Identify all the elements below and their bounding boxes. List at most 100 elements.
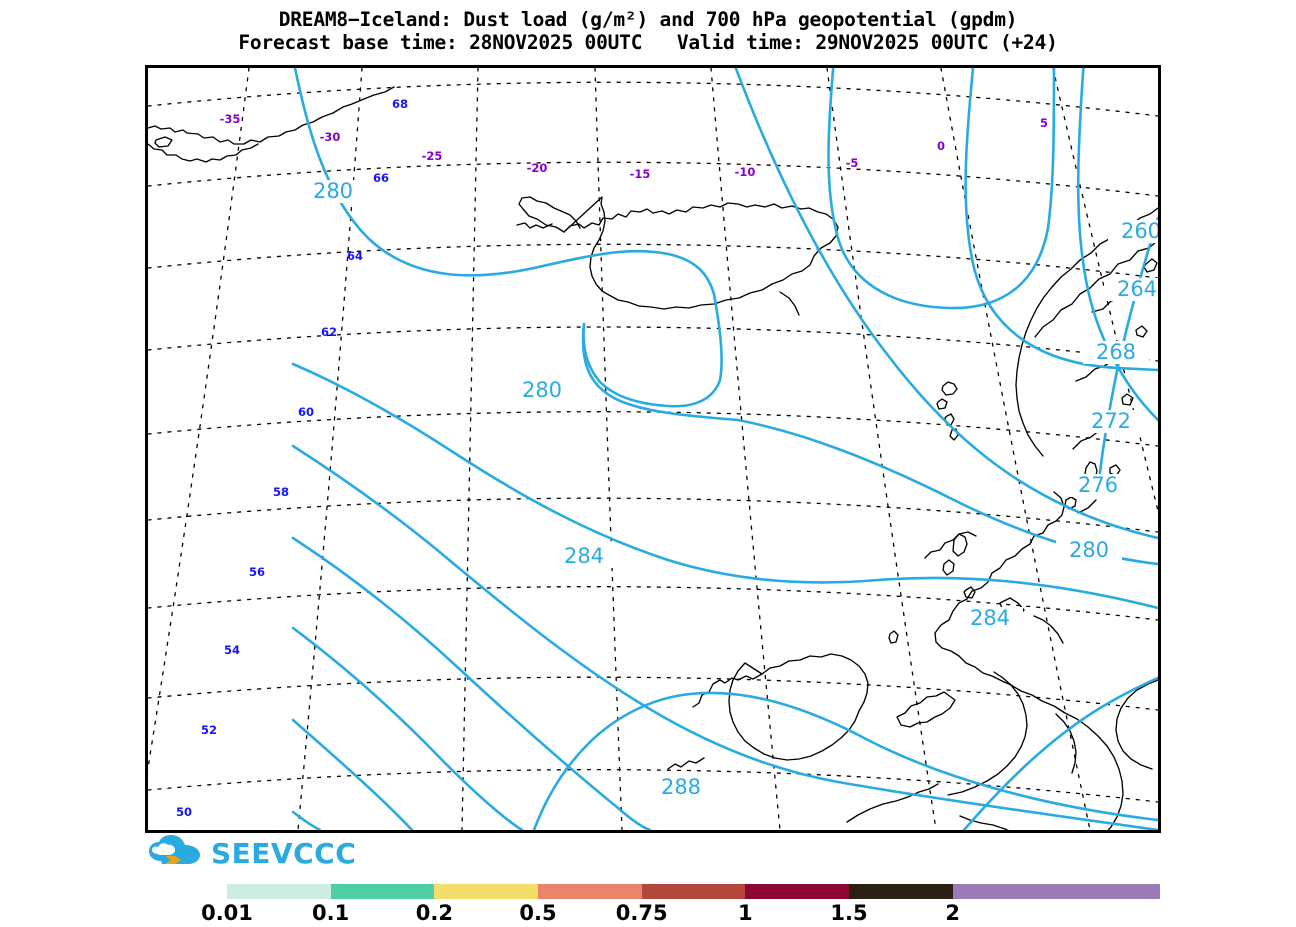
coastline-norway-detail-4: [1077, 499, 1097, 514]
contour-288-a: [291, 444, 1158, 830]
contour-276: [734, 68, 1158, 540]
coastline-iceland-se-detail: [779, 291, 800, 316]
contour-292: [291, 536, 652, 830]
contour-label-272: 272: [1091, 409, 1131, 433]
colorbar-segment-7: [952, 884, 1057, 899]
map-panel[interactable]: 260 264 268 272 276 280 280 280 284 284: [145, 65, 1161, 833]
colorbar-tick-0.01: 0.01: [201, 901, 253, 925]
colorbar-segment-3: [538, 884, 642, 899]
coastline-hebrides-2: [942, 559, 955, 576]
coastline-england-east: [1055, 713, 1077, 774]
contour-label-288: 288: [661, 775, 701, 799]
contour-296: [291, 626, 524, 830]
map-canvas: 260 264 268 272 276 280 280 280 284 284: [148, 68, 1158, 830]
coastline-england-sw: [846, 783, 939, 823]
coastline-greenland: [148, 86, 395, 145]
coastline-denmark: [1115, 679, 1158, 770]
contour-284-east: [962, 676, 1158, 830]
title-line-1: DREAM8−Iceland: Dust load (g/m²) and 700…: [278, 8, 1018, 31]
contour-280-north: [293, 68, 716, 296]
coastline-ireland-west-detail: [692, 673, 763, 708]
lon-label--20: -20: [527, 161, 548, 175]
coastline-england-south: [959, 815, 1009, 830]
colorbar-tick-2: 2: [945, 901, 960, 925]
contour-label-280-c: 280: [1069, 538, 1109, 562]
colorbar-segment-1: [330, 884, 435, 899]
colorbar-tick-0.1: 0.1: [312, 901, 350, 925]
contour-304: [291, 810, 322, 830]
colorbar-tick-0.2: 0.2: [415, 901, 453, 925]
contour-label-280-a: 280: [313, 179, 353, 203]
contour-280-trough: [582, 292, 723, 408]
colorbar-segment-5: [745, 884, 850, 899]
coastline-scotland-west: [924, 531, 977, 559]
contour-label-284-b: 284: [970, 606, 1010, 630]
contour-260: [827, 68, 1056, 310]
lat-label-68: 68: [392, 97, 408, 111]
contour-label-268: 268: [1096, 340, 1136, 364]
coastline-faroe-2: [936, 398, 948, 410]
latitude-labels: 68 66 64 62 60 58 56 54 52 50: [176, 97, 408, 819]
coastline-scotland-se: [1033, 615, 1064, 644]
contour-label-276: 276: [1078, 473, 1118, 497]
colorbar-tick-0.75: 0.75: [615, 901, 668, 925]
seevccc-logo[interactable]: SEEVCCC: [148, 834, 356, 872]
contour-280-east: [581, 322, 740, 422]
lon-label-5: 5: [1040, 116, 1048, 130]
coastline-iceland-fjord-detail: [516, 222, 553, 229]
coastline-faroe-1: [941, 381, 958, 396]
geopotential-contours: [291, 68, 1158, 830]
colorbar-tick-0.5: 0.5: [519, 901, 557, 925]
contour-labels: 260 264 268 272 276 280 280 280 284 284: [300, 179, 1158, 799]
colorbar-tick-1.5: 1.5: [830, 901, 868, 925]
colorbar-segment-4: [641, 884, 746, 899]
colorbar-segment-8: [1056, 884, 1161, 899]
lat-label-62: 62: [321, 325, 337, 339]
lon-label--5: -5: [846, 156, 859, 170]
lat-label-56: 56: [249, 565, 265, 579]
chart-header: DREAM8−Iceland: Dust load (g/m²) and 700…: [0, 8, 1296, 54]
coastline-wales: [896, 691, 956, 728]
contour-264: [964, 68, 1158, 372]
lat-label-50: 50: [176, 805, 192, 819]
coastline-norway-fjords: [1034, 239, 1158, 338]
lon-label--25: -25: [422, 149, 443, 163]
lat-label-66: 66: [373, 171, 389, 185]
contour-label-264: 264: [1117, 277, 1157, 301]
lat-label-64: 64: [347, 249, 363, 263]
lat-label-52: 52: [201, 723, 217, 737]
logo-text: SEEVCCC: [211, 836, 357, 870]
lat-label-60: 60: [298, 405, 314, 419]
contour-label-284-a: 284: [564, 544, 604, 568]
lat-label-54: 54: [224, 643, 240, 657]
colorbar: [227, 884, 1161, 899]
colorbar-ticks: 0.01 0.1 0.2 0.5 0.75 1 1.5 2: [201, 899, 1160, 927]
colorbar-segment-2: [434, 884, 539, 899]
contour-284-west: [291, 362, 1158, 610]
coastline-ireland: [728, 653, 869, 761]
title-line-2: Forecast base time: 28NOV2025 00UTC Vali…: [238, 31, 1058, 54]
coastline-norway-islands: [1109, 258, 1158, 477]
contour-300: [291, 718, 414, 830]
colorbar-segment-0: [227, 884, 331, 899]
lon-label--35: -35: [220, 112, 241, 126]
coastline-scotland: [934, 491, 1124, 830]
colorbar-tick-1: 1: [738, 901, 753, 925]
contour-268: [1076, 68, 1158, 422]
coastline-isle-of-man: [888, 630, 899, 644]
lon-label--15: -15: [630, 167, 651, 181]
lon-label--30: -30: [320, 130, 341, 144]
lat-label-58: 58: [273, 485, 289, 499]
contour-label-260: 260: [1121, 219, 1158, 243]
longitude-labels: -35 -30 -25 -20 -15 -10 -5 0 5: [220, 112, 1048, 181]
coastline-norway-detail-3: [1072, 429, 1101, 450]
coastline-greenland-islet: [154, 136, 173, 148]
cloud-arrow-icon: [149, 835, 200, 864]
latitude-graticule: [148, 81, 1158, 803]
coastline-ireland-sw: [667, 757, 705, 770]
coastline-hebrides-1: [952, 533, 968, 557]
colorbar-container: 0.01 0.1 0.2 0.5 0.75 1 1.5 2: [201, 884, 1161, 927]
coastline-greenland-inner: [148, 143, 259, 163]
coastline-iceland-westfjords: [518, 196, 581, 233]
contour-288-b: [532, 691, 1158, 830]
